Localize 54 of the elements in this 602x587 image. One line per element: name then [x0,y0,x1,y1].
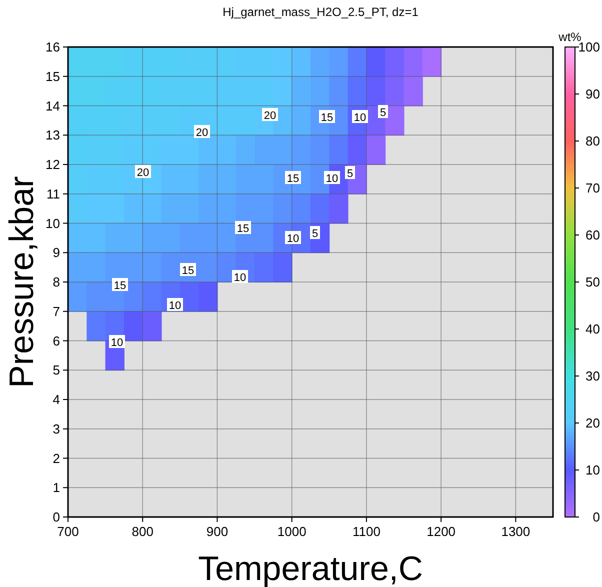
y-tick-label: 10 [46,216,60,231]
annotation: 15 [182,265,194,277]
y-tick-label: 5 [52,362,60,378]
y-axis-title: Pressure,kbar [3,176,41,388]
annotation: 10 [286,233,300,245]
annotation: 5 [346,168,354,180]
color-bar-label: 60 [586,228,600,242]
annotation: 20 [264,110,276,122]
x-tick-label: 1300 [501,524,530,539]
y-tick-label: 2 [52,450,60,466]
color-bar-label: 40 [586,322,600,336]
y-tick-label: 16 [46,40,60,54]
color-bar-label: 80 [586,134,600,148]
annotation: 5 [380,107,386,119]
x-tick-label: 900 [206,524,228,539]
annotation: 15 [286,173,300,185]
annotation: 10 [168,300,182,312]
annotation: 10 [110,337,124,349]
annotation: 20 [196,127,208,139]
x-tick-label: 800 [132,524,154,539]
y-tick-label: 12 [46,157,60,172]
y-tick-label: 4 [52,392,60,407]
y-tick-label: 9 [52,245,60,260]
annotation: 10 [354,112,366,124]
chart-title: Hj_garnet_mass_H2O_2.5_PT, dz=1 [222,5,419,19]
y-tick-label: 3 [52,421,60,436]
x-tick-label: 700 [57,524,79,539]
annotation: 10 [234,272,246,284]
annotation: 5 [312,228,318,240]
color-bar-label: 30 [586,368,600,384]
annotation: 15 [114,280,126,292]
annotation: 10 [326,173,338,185]
y-tick-label: 11 [46,186,60,202]
y-tick-label: 0 [52,510,60,524]
color-bar-label: 70 [586,180,600,196]
y-tick-label: 7 [52,304,60,319]
color-bar-label: 10 [586,462,600,478]
color-bar-label: 50 [586,274,600,290]
x-tick-label: 1000 [277,524,306,539]
y-tick-label: 6 [52,333,60,348]
x-tick-label: 1200 [426,524,456,539]
color-bar-label: 90 [586,86,600,102]
x-axis-title: Temperature,C [198,550,423,587]
annotation: 15 [236,223,250,235]
color-bar-label: 20 [586,416,600,430]
y-tick-label: 8 [52,274,60,290]
y-tick-label: 14 [46,98,60,114]
y-tick-label: 13 [46,128,60,143]
y-tick-label: 15 [46,68,60,84]
annotation: 20 [136,167,150,179]
x-tick-label: 1100 [352,524,380,539]
annotation: 15 [320,112,334,124]
color-bar-label: 0 [592,510,600,524]
y-tick-label: 1 [52,480,60,496]
